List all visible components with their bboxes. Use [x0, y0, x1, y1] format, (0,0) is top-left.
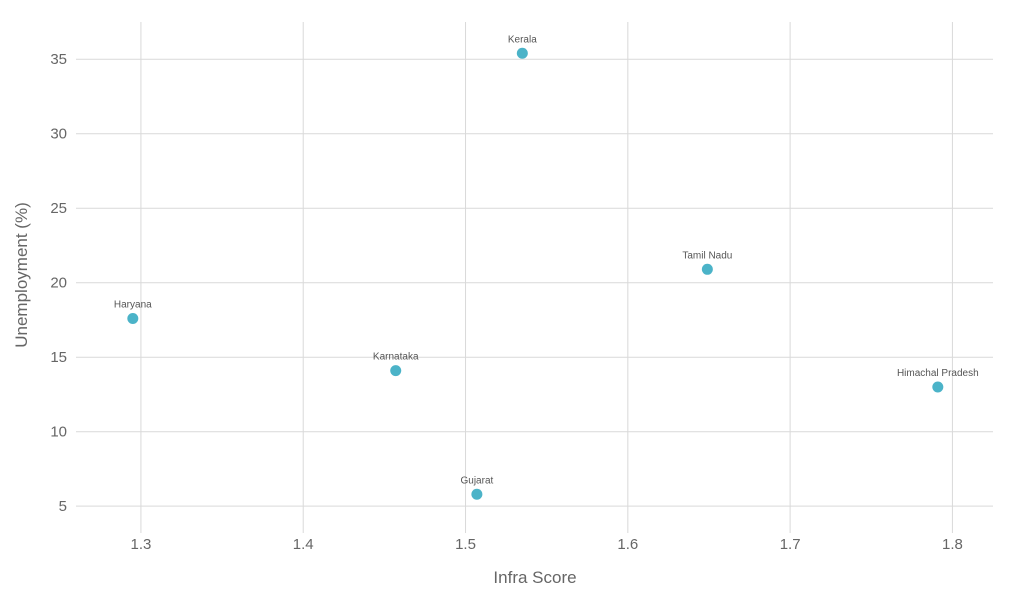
point-label: Kerala [508, 34, 537, 45]
x-tick-label: 1.3 [130, 536, 151, 553]
y-tick-label: 25 [50, 200, 67, 217]
point-label: Karnataka [373, 352, 419, 363]
grid [76, 22, 993, 533]
point-labels: Haryana Karnataka Gujarat Kerala Tamil Nadu H… [114, 34, 979, 486]
data-point [390, 365, 402, 377]
data-point [516, 47, 528, 59]
y-axis-title: Unemployment (%) [12, 202, 31, 348]
point-label: Tamil Nadu [682, 250, 732, 261]
y-tick-label: 10 [50, 424, 67, 441]
data-point [471, 488, 483, 500]
x-tick-label: 1.5 [455, 536, 476, 553]
point-label: Haryana [114, 299, 152, 310]
data-points [127, 47, 944, 500]
point-label: Gujarat [460, 475, 493, 486]
data-point [127, 312, 139, 324]
y-tick-label: 15 [50, 349, 67, 366]
y-tick-label: 5 [59, 498, 67, 515]
y-tick-label: 35 [50, 51, 67, 68]
point-label: Himachal Pradesh [897, 368, 979, 379]
data-point [701, 263, 713, 275]
x-tick-label: 1.7 [780, 536, 801, 553]
tick-labels: 1.3 1.4 1.5 1.6 1.7 1.8 5 10 15 20 25 30 35 [50, 51, 963, 553]
x-axis-title: Infra Score [493, 568, 576, 587]
x-tick-label: 1.4 [293, 536, 314, 553]
x-tick-label: 1.8 [942, 536, 963, 553]
y-tick-label: 20 [50, 275, 67, 292]
x-tick-label: 1.6 [617, 536, 638, 553]
y-tick-label: 30 [50, 126, 67, 143]
data-point [932, 381, 944, 393]
